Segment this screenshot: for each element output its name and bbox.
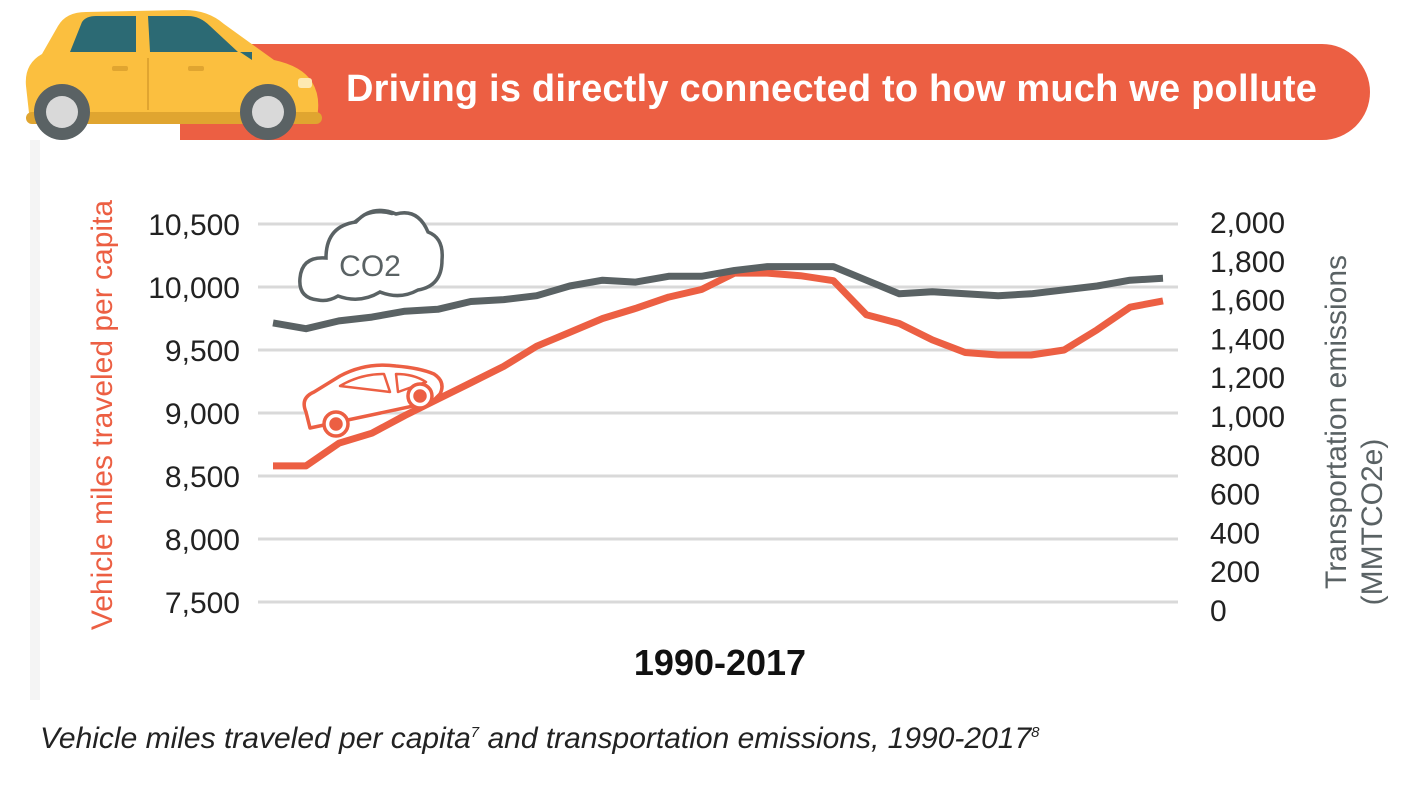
emissions-series-line (272, 263, 1164, 333)
caption-footnote-8: 8 (1031, 724, 1040, 741)
co2-cloud-icon: CO2 (298, 208, 444, 303)
left-tick-label: 9,000 (165, 398, 240, 431)
car-outline-icon (302, 363, 444, 438)
right-tick-label: 1,400 (1210, 323, 1285, 356)
left-edge-strip (30, 140, 42, 700)
right-tick-label: 600 (1210, 479, 1260, 512)
right-tick-label: 0 (1210, 595, 1227, 628)
right-tick-label: 800 (1210, 440, 1260, 473)
right-tick-label: 1,200 (1210, 362, 1285, 395)
left-tick-label: 10,500 (148, 209, 240, 242)
right-tick-label: 2,000 (1210, 207, 1285, 240)
left-tick-label: 9,500 (165, 335, 240, 368)
x-axis-label: 1990-2017 (634, 642, 806, 683)
left-tick-label: 8,500 (165, 461, 240, 494)
figure-caption: Vehicle miles traveled per capita7 and t… (40, 722, 1039, 756)
banner-title: Driving is directly connected to how muc… (346, 68, 1318, 110)
title-banner (180, 44, 1370, 140)
left-axis-label: Vehicle miles traveled per capita (86, 200, 119, 631)
right-axis-unit: (MMTCO2e) (1356, 439, 1389, 606)
yellow-car-icon (25, 10, 322, 140)
co2-text: CO2 (339, 250, 401, 283)
caption-footnote-7: 7 (470, 724, 480, 741)
left-tick-label: 7,500 (165, 587, 240, 620)
caption-text-2: and transportation emissions, 1990-2017 (479, 722, 1032, 755)
right-tick-label: 1,000 (1210, 401, 1285, 434)
chart-panel (40, 140, 1408, 700)
right-axis-ticks: 2,000 1,800 1,600 1,400 1,200 1,000 800 600 400 2… (1210, 207, 1285, 628)
left-axis-ticks: 10,500 10,000 9,500 9,000 8,500 8,000 7,500 (148, 209, 240, 620)
right-axis-label: Transportation emissions (1320, 255, 1353, 589)
left-tick-label: 10,000 (148, 272, 240, 305)
caption-text: Vehicle miles traveled per capita (40, 722, 471, 755)
left-tick-label: 8,000 (165, 524, 240, 557)
right-tick-label: 1,600 (1210, 285, 1285, 318)
right-tick-label: 1,800 (1210, 246, 1285, 279)
right-tick-label: 400 (1210, 517, 1260, 550)
right-tick-label: 200 (1210, 556, 1260, 589)
